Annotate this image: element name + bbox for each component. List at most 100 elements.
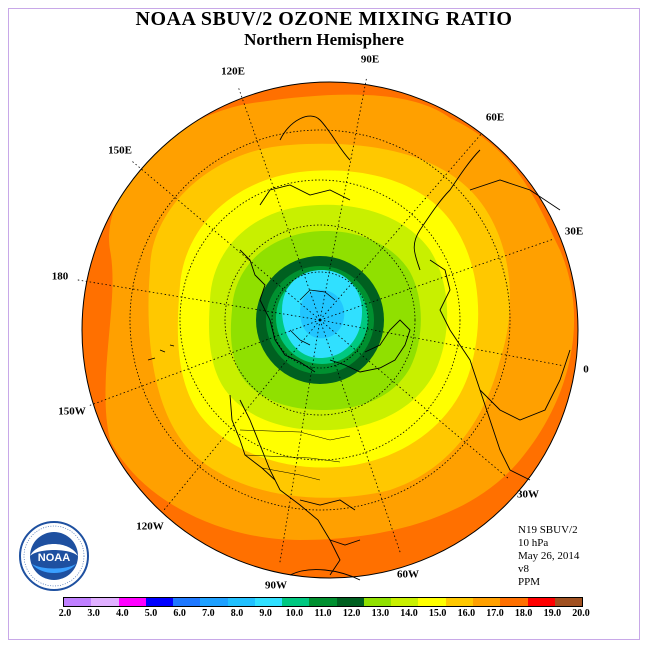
coast-north-america-east [239,399,341,576]
colorbar-swatch [363,598,392,606]
colorbar-swatch [336,598,364,606]
longitude-labels: 90E 60E 30E 0 30W 60W 90W 120W 150W 180 150E 120E [52,54,590,592]
map-title: NOAA SBUV/2 OZONE MIXING RATIO [135,8,513,30]
meridian-line [162,319,321,512]
longitude-label: 30E [565,226,583,238]
colorbar-swatch [64,598,92,606]
contour-8 [300,289,345,339]
longitude-label: 90E [361,54,379,66]
coast-pacific-islands [147,344,175,361]
colorbar-tick-label: 16.0 [457,608,476,619]
coast-africa-west [479,389,531,481]
colorbar-swatch [445,598,473,606]
colorbar-tick-label: 11.0 [314,608,332,619]
colorbar-tick-label: 5.0 [144,608,158,619]
map-boundary [81,81,579,579]
info-satellite: N19 SBUV/2 [518,524,578,536]
data-info-panel: N19 SBUV/2 10 hPa May 26, 2014 v8 PPM [518,524,579,589]
longitude-label: 90W [265,580,287,592]
meridian-lines [75,76,564,565]
colorbar-ticks: 2.0 3.0 4.0 5.0 6.0 7.0 8.0 9.0 10.0 11.0 12.0 13.0… [0,608,648,622]
latitude-circle-75 [271,271,369,369]
coast-europe-africa [429,259,571,421]
noaa-logo-icon: NOAA [19,521,89,591]
meridian-line [319,238,555,321]
coast-arctic-islands [289,289,336,346]
colorbar-swatch [527,598,555,606]
colorbar-tick-label: 9.0 [259,608,272,619]
coast-canada-arctic [239,249,316,373]
meridian-line [75,279,321,321]
coastlines [147,115,571,581]
colorbar [63,597,583,607]
coast-siberia [259,115,351,206]
longitude-label: 180 [52,271,69,283]
colorbar-swatch [91,598,119,606]
coast-caribbean [299,499,361,546]
meridian-line [279,319,321,565]
colorbar-swatch [418,598,446,606]
ozone-contours [82,82,578,578]
meridian-line [130,159,321,321]
coast-north-america-west [229,394,276,481]
us-state-lines [239,429,351,481]
coast-greenland [329,319,411,373]
colorbar-swatch [118,598,146,606]
longitude-label: 120E [221,66,245,78]
colorbar-swatch [173,598,201,606]
longitude-label: 30W [517,489,539,501]
colorbar-swatch [227,598,255,606]
latitude-circle-30 [129,129,511,511]
colorbar-swatch [554,598,583,606]
colorbar-tick-label: 8.0 [230,608,244,619]
meridian-line [319,132,483,321]
meridian-line [87,319,321,407]
longitude-label: 60E [486,112,504,124]
colorbar-tick-label: 15.0 [428,608,447,619]
colorbar-swatch [282,598,310,606]
map-subtitle: Northern Hemisphere [244,30,404,49]
longitude-label: 60W [397,569,419,581]
colorbar-tick-label: 3.0 [87,608,100,619]
latitude-circle-45 [179,179,461,461]
colorbar-tick-label: 10.0 [285,608,304,619]
colorbar-tick-label: 12.0 [342,608,361,619]
colorbar-tick-label: 20.0 [572,608,590,619]
colorbar-tick-label: 6.0 [173,608,186,619]
longitude-label: 120W [136,521,164,533]
meridian-line [319,319,511,480]
colorbar-tick-label: 13.0 [371,608,390,619]
meridian-line [319,76,368,321]
lat-lon-grid [129,129,511,511]
colorbar-swatch [254,598,283,606]
logo-text: NOAA [38,552,70,564]
longitude-label: 150E [108,145,132,157]
colorbar-tick-label: 14.0 [400,608,418,619]
colorbar-swatch [309,598,337,606]
longitude-label: 0 [583,364,589,376]
info-version: v8 [518,563,529,575]
colorbar-tick-label: 19.0 [543,608,562,619]
info-units: PPM [518,576,541,588]
longitude-label: 150W [58,406,86,418]
figure-frame [8,8,640,640]
colorbar-swatch [391,598,419,606]
meridian-line [319,319,402,555]
colorbar-tick-label: 17.0 [486,608,504,619]
colorbar-tick-label: 7.0 [202,608,215,619]
meridian-line [237,85,321,321]
colorbar-swatch [472,598,501,606]
meridian-line [319,319,564,367]
colorbar-tick-label: 4.0 [116,608,129,619]
colorbar-tick-label: 18.0 [514,608,533,619]
coast-south-america [289,569,361,581]
colorbar-swatch [145,598,174,606]
info-level: 10 hPa [518,537,549,549]
coast-asia [413,149,561,271]
info-date: May 26, 2014 [518,550,580,562]
colorbar-tick-label: 2.0 [58,608,72,619]
colorbar-swatch [500,598,528,606]
colorbar-swatch [200,598,228,606]
latitude-circle-60 [224,224,416,416]
